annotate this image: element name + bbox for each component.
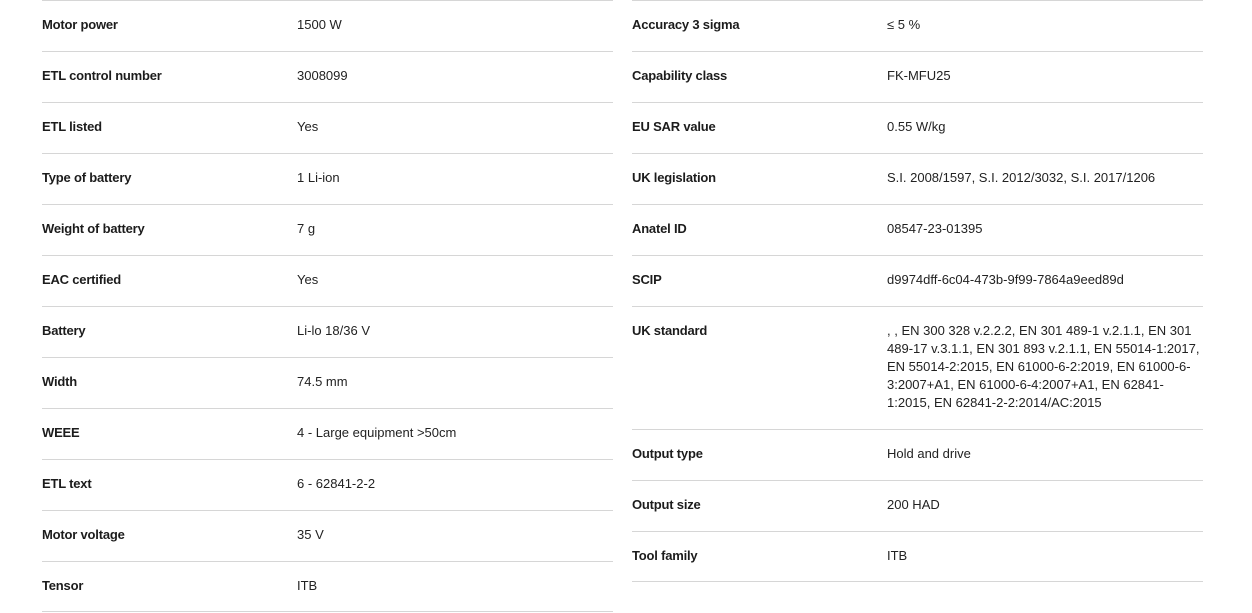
spec-row: Anatel ID 08547-23-01395 (632, 204, 1203, 255)
spec-row: Capability class FK-MFU25 (632, 51, 1203, 102)
spec-row: SCIP d9974dff-6c04-473b-9f99-7864a9eed89d (632, 255, 1203, 306)
spec-value: 1 Li-ion (297, 170, 340, 185)
spec-label: EAC certified (42, 272, 122, 287)
spec-label: Motor power (42, 17, 118, 32)
spec-value: , , EN 300 328 v.2.2.2, EN 301 489-1 v.2… (887, 323, 1200, 410)
spec-row: WEEE 4 - Large equipment >50cm (42, 408, 613, 459)
spec-value: ITB (297, 578, 318, 593)
spec-label: UK standard (632, 323, 708, 338)
spec-label: SCIP (632, 272, 662, 287)
spec-label: Tool family (632, 548, 698, 563)
spec-label: Output type (632, 446, 703, 461)
spec-row: EU SAR value 0.55 W/kg (632, 102, 1203, 153)
spec-label: Tensor (42, 578, 84, 593)
spec-value: d9974dff-6c04-473b-9f99-7864a9eed89d (887, 272, 1124, 287)
spec-value: ≤ 5 % (887, 17, 921, 32)
spec-row: Tensor ITB (42, 561, 613, 612)
spec-label: Anatel ID (632, 221, 687, 236)
spec-row: Motor voltage 35 V (42, 510, 613, 561)
spec-label: EU SAR value (632, 119, 716, 134)
spec-label: ETL control number (42, 68, 162, 83)
spec-row: Width 74.5 mm (42, 357, 613, 408)
spec-value: Yes (297, 272, 319, 287)
spec-row: UK legislation S.I. 2008/1597, S.I. 2012/… (632, 153, 1203, 204)
spec-label: ETL listed (42, 119, 102, 134)
spec-row: ETL text 6 - 62841-2-2 (42, 459, 613, 510)
spec-label: Weight of battery (42, 221, 145, 236)
spec-label: ETL text (42, 476, 92, 491)
spec-label: Output size (632, 497, 701, 512)
spec-label: UK legislation (632, 170, 716, 185)
spec-row: Accuracy 3 sigma ≤ 5 % (632, 0, 1203, 51)
spec-row: ETL listed Yes (42, 102, 613, 153)
spec-row: Output type Hold and drive (632, 429, 1203, 480)
spec-label: Type of battery (42, 170, 132, 185)
spec-value: 4 - Large equipment >50cm (297, 425, 457, 440)
spec-value: 200 HAD (887, 497, 940, 512)
spec-label: Accuracy 3 sigma (632, 17, 740, 32)
spec-row: Battery Li-lo 18/36 V (42, 306, 613, 357)
spec-value: Yes (297, 119, 319, 134)
spec-value: 1500 W (297, 17, 342, 32)
spec-row: Weight of battery 7 g (42, 204, 613, 255)
spec-value: Li-lo 18/36 V (297, 323, 370, 338)
spec-value: Hold and drive (887, 446, 971, 461)
spec-value: 08547-23-01395 (887, 221, 983, 236)
spec-row: Tool family ITB (632, 531, 1203, 582)
spec-label: Battery (42, 323, 86, 338)
spec-value: ITB (887, 548, 908, 563)
spec-value: 3008099 (297, 68, 348, 83)
spec-value: 7 g (297, 221, 316, 236)
spec-row: Output size 200 HAD (632, 480, 1203, 531)
spec-value: 6 - 62841-2-2 (297, 476, 376, 491)
spec-row: EAC certified Yes (42, 255, 613, 306)
spec-label: Width (42, 374, 77, 389)
spec-label: Capability class (632, 68, 728, 83)
spec-table-right: Accuracy 3 sigma ≤ 5 % Capability class FK-… (632, 0, 1203, 582)
spec-row: Motor power 1500 W (42, 0, 613, 51)
spec-table-left: Motor power 1500 W ETL control number 30080… (42, 0, 613, 612)
spec-value: S.I. 2008/1597, S.I. 2012/3032, S.I. 201… (887, 170, 1156, 185)
spec-label: WEEE (42, 425, 80, 440)
spec-row: Type of battery 1 Li-ion (42, 153, 613, 204)
spec-value: 35 V (297, 527, 324, 542)
spec-value: 0.55 W/kg (887, 119, 946, 134)
spec-row: UK standard , , EN 300 328 v.2.2.2, EN 30… (632, 306, 1203, 429)
spec-row: ETL control number 3008099 (42, 51, 613, 102)
spec-value: FK-MFU25 (887, 68, 951, 83)
spec-value: 74.5 mm (297, 374, 348, 389)
spec-label: Motor voltage (42, 527, 125, 542)
